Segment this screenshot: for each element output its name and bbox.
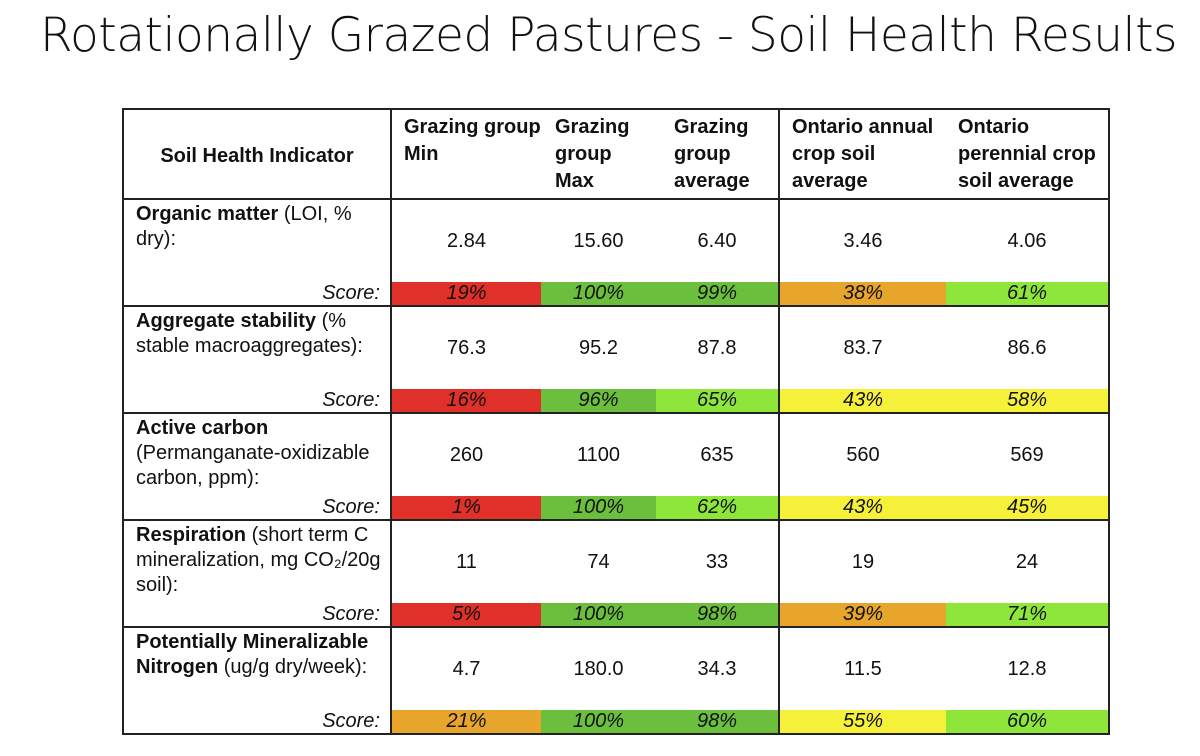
score-cell: 98% bbox=[656, 603, 780, 627]
score-cell: 99% bbox=[656, 282, 780, 306]
score-label: Score: bbox=[123, 282, 392, 306]
score-cell: 45% bbox=[946, 496, 1109, 520]
indicator-name: Respiration (short term C mineralization… bbox=[123, 520, 392, 603]
value-cell: 34.3 bbox=[656, 627, 780, 710]
indicator-name-bold: Active carbon bbox=[136, 417, 269, 439]
value-cell: 1100 bbox=[576, 443, 620, 466]
value-cell: 19 bbox=[851, 550, 875, 573]
score-cell: 100% bbox=[541, 496, 656, 520]
indicator-row: Active carbon (Permanganate-oxidizable c… bbox=[123, 413, 1109, 496]
score-cell: 5% bbox=[391, 603, 541, 627]
score-cell: 61% bbox=[946, 282, 1109, 306]
header-grazing-min: Grazing group Min bbox=[391, 109, 541, 200]
value-cell: 11.5 bbox=[844, 657, 882, 680]
score-label: Score: bbox=[123, 389, 392, 413]
value-cell: 83.7 bbox=[843, 336, 883, 359]
header-grazing-average: Grazing group average bbox=[656, 109, 780, 200]
value-cell: 260 bbox=[449, 443, 484, 466]
score-label: Score: bbox=[123, 710, 392, 734]
indicator-name: Potentially Mineralizable Nitrogen (ug/g… bbox=[123, 627, 392, 710]
header-grazing-max: Grazing group Max bbox=[541, 109, 656, 200]
score-row: Score: 1% 100% 62% 43% 45% bbox=[123, 496, 1109, 520]
score-label: Score: bbox=[123, 603, 392, 627]
value-cell: 180.0 bbox=[573, 657, 624, 680]
value-cell: 4.06 bbox=[1007, 229, 1047, 252]
indicator-name-detail: (% stable macroaggregates): bbox=[136, 310, 363, 357]
value-cell: 569 bbox=[1010, 443, 1044, 466]
soil-health-table: Soil Health Indicator Grazing group Min … bbox=[122, 108, 1110, 735]
score-cell: 55% bbox=[779, 710, 946, 734]
indicator-name: Aggregate stability (% stable macroaggre… bbox=[123, 306, 392, 389]
header-row: Soil Health Indicator Grazing group Min … bbox=[123, 109, 1109, 200]
score-cell: 62% bbox=[656, 496, 780, 520]
indicator-name-detail: (Permanganate-oxidizable carbon, ppm): bbox=[136, 442, 370, 489]
score-cell: 96% bbox=[541, 389, 656, 413]
score-cell: 71% bbox=[946, 603, 1109, 627]
value-cell: 12.8 bbox=[1007, 657, 1047, 680]
value-cell: 11 bbox=[456, 550, 477, 573]
score-cell: 98% bbox=[656, 710, 780, 734]
score-cell: 100% bbox=[541, 710, 656, 734]
indicator-name-detail: (short term C mineralization, mg CO₂/20g… bbox=[136, 524, 381, 596]
indicator-name-bold: Respiration bbox=[136, 524, 247, 546]
value-cell: 87.8 bbox=[656, 306, 780, 389]
score-row: Score: 5% 100% 98% 39% 71% bbox=[123, 603, 1109, 627]
value-cell: 560 bbox=[846, 443, 880, 466]
score-cell: 38% bbox=[779, 282, 946, 306]
score-cell: 43% bbox=[779, 496, 946, 520]
header-indicator: Soil Health Indicator bbox=[123, 109, 392, 200]
score-row: Score: 19% 100% 99% 38% 61% bbox=[123, 282, 1109, 306]
score-cell: 58% bbox=[946, 389, 1109, 413]
indicator-row: Organic matter (LOI, % dry): 2.84 15.60 6.4… bbox=[123, 199, 1109, 282]
value-cell: 76.3 bbox=[447, 336, 486, 359]
header-ontario-annual: Ontario annual crop soil average bbox=[779, 109, 946, 200]
header-ontario-perennial: Ontario perennial crop soil average bbox=[946, 109, 1109, 200]
value-cell: 74 bbox=[587, 550, 610, 573]
indicator-name-bold: Aggregate stability bbox=[136, 310, 317, 332]
indicator-name-detail: (LOI, % dry): bbox=[136, 203, 352, 250]
value-cell: 15.60 bbox=[573, 229, 624, 252]
indicator-name: Active carbon (Permanganate-oxidizable c… bbox=[123, 413, 392, 496]
value-cell: 4.7 bbox=[452, 657, 481, 680]
score-label: Score: bbox=[123, 496, 392, 520]
indicator-row: Aggregate stability (% stable macroaggre… bbox=[123, 306, 1109, 389]
score-cell: 65% bbox=[656, 389, 780, 413]
value-cell: 95.2 bbox=[579, 336, 618, 359]
score-cell: 21% bbox=[391, 710, 541, 734]
score-cell: 100% bbox=[541, 603, 656, 627]
score-cell: 60% bbox=[946, 710, 1109, 734]
slide-title: Rotationally Grazed Pastures - Soil Heal… bbox=[40, 8, 1178, 63]
value-cell: 86.6 bbox=[1007, 336, 1047, 359]
score-row: Score: 21% 100% 98% 55% 60% bbox=[123, 710, 1109, 734]
score-cell: 1% bbox=[391, 496, 541, 520]
value-cell: 635 bbox=[656, 413, 780, 496]
value-cell: 3.46 bbox=[843, 229, 883, 252]
indicator-name-bold: Organic matter bbox=[136, 203, 279, 225]
score-cell: 19% bbox=[391, 282, 541, 306]
indicator-row: Potentially Mineralizable Nitrogen (ug/g… bbox=[123, 627, 1109, 710]
value-cell: 2.84 bbox=[447, 229, 486, 252]
indicator-name: Organic matter (LOI, % dry): bbox=[123, 199, 392, 282]
indicator-name-bold: Potentially Mineralizable Nitrogen bbox=[136, 631, 369, 678]
score-cell: 16% bbox=[391, 389, 541, 413]
score-row: Score: 16% 96% 65% 43% 58% bbox=[123, 389, 1109, 413]
score-cell: 43% bbox=[779, 389, 946, 413]
score-cell: 100% bbox=[541, 282, 656, 306]
value-cell: 6.40 bbox=[656, 199, 780, 282]
value-cell: 24 bbox=[1015, 550, 1039, 573]
indicator-name-detail: (ug/g dry/week): bbox=[218, 656, 368, 678]
indicator-row: Respiration (short term C mineralization… bbox=[123, 520, 1109, 603]
value-cell: 33 bbox=[656, 520, 780, 603]
score-cell: 39% bbox=[779, 603, 946, 627]
